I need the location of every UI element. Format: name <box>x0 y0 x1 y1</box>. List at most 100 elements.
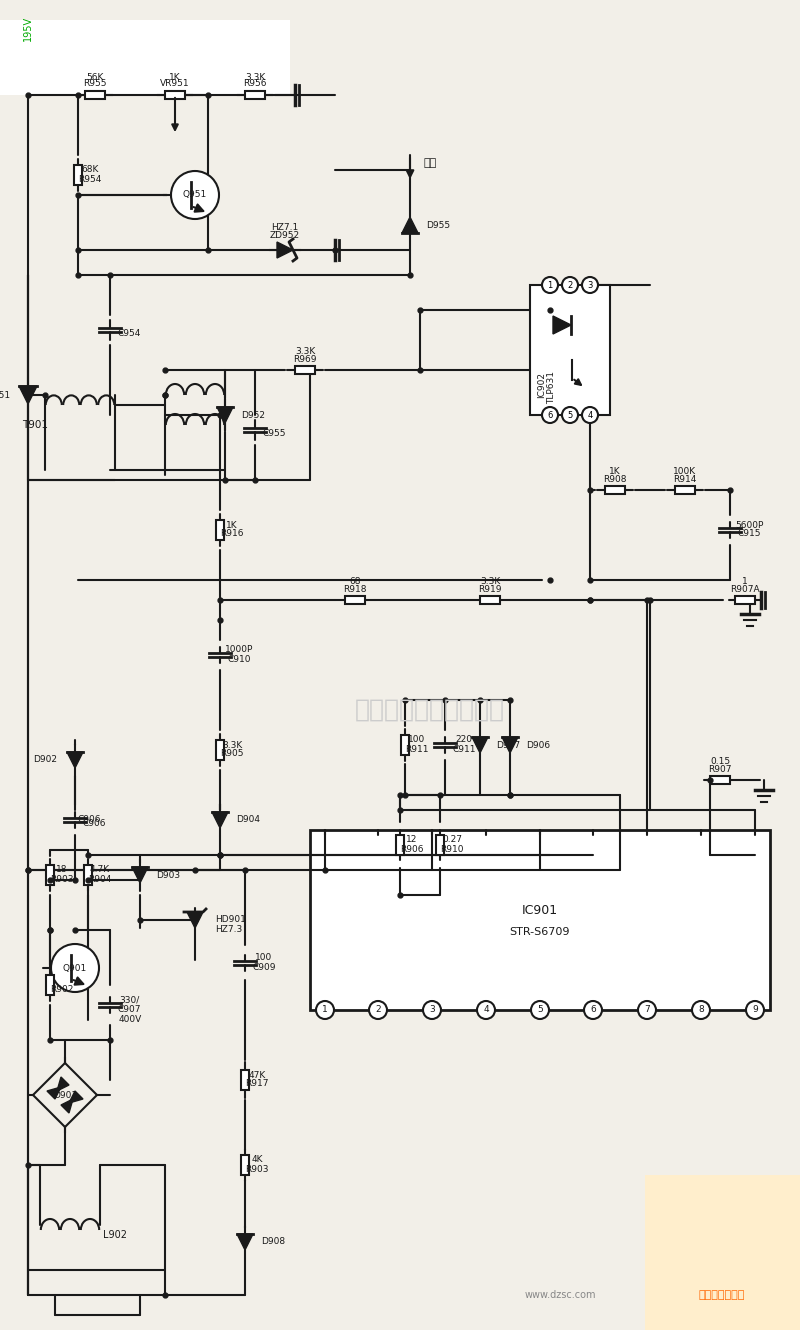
Text: 56K: 56K <box>86 73 104 81</box>
Text: 400V: 400V <box>118 1016 142 1024</box>
Circle shape <box>316 1001 334 1019</box>
Text: 杭州将睽科技有限公司: 杭州将睽科技有限公司 <box>355 698 505 722</box>
Text: R907A: R907A <box>730 584 760 593</box>
Text: 1000P: 1000P <box>225 645 253 654</box>
Bar <box>436 835 444 855</box>
Text: 2: 2 <box>567 281 573 290</box>
Text: 9: 9 <box>752 1005 758 1015</box>
Bar <box>310 830 770 1009</box>
Bar <box>675 485 695 493</box>
Polygon shape <box>61 1099 73 1113</box>
Text: C915: C915 <box>738 529 761 539</box>
Text: 0.15: 0.15 <box>710 758 730 766</box>
Text: R906: R906 <box>400 845 424 854</box>
Text: R902: R902 <box>50 984 74 994</box>
Polygon shape <box>69 1091 83 1103</box>
Bar <box>46 864 54 884</box>
Text: C955: C955 <box>262 430 286 439</box>
Text: R955: R955 <box>83 80 106 89</box>
Text: 5: 5 <box>537 1005 543 1015</box>
Circle shape <box>542 407 558 423</box>
Circle shape <box>638 1001 656 1019</box>
Bar <box>46 975 54 995</box>
Bar <box>401 735 409 755</box>
Text: D904: D904 <box>236 815 260 825</box>
Text: R907: R907 <box>708 765 732 774</box>
Bar <box>216 739 224 759</box>
Circle shape <box>542 277 558 293</box>
Text: R919: R919 <box>478 584 502 593</box>
Text: C909: C909 <box>252 963 276 971</box>
Text: D906: D906 <box>526 741 550 750</box>
Text: HZ7.1: HZ7.1 <box>271 223 298 233</box>
Text: 8: 8 <box>698 1005 704 1015</box>
Circle shape <box>171 172 219 219</box>
Bar <box>295 366 315 374</box>
Polygon shape <box>47 1087 61 1099</box>
Text: 68K: 68K <box>82 165 98 174</box>
Text: Q901: Q901 <box>63 963 87 972</box>
Text: 6: 6 <box>590 1005 596 1015</box>
Circle shape <box>582 407 598 423</box>
Text: 1K: 1K <box>609 468 621 476</box>
Bar <box>605 485 625 493</box>
Text: 100: 100 <box>408 735 426 745</box>
Text: C907: C907 <box>118 1004 141 1013</box>
Text: R908: R908 <box>603 475 626 484</box>
Text: 1K: 1K <box>226 520 238 529</box>
Text: 18: 18 <box>56 866 68 875</box>
Text: www.dzsc.com: www.dzsc.com <box>524 1290 596 1299</box>
Text: T901: T901 <box>22 420 48 430</box>
Text: C954: C954 <box>118 330 141 339</box>
Bar <box>645 1174 800 1330</box>
Polygon shape <box>212 813 228 829</box>
Polygon shape <box>402 217 418 233</box>
Bar <box>530 285 610 415</box>
Circle shape <box>562 407 578 423</box>
Text: Q951: Q951 <box>183 190 207 200</box>
Text: 待机: 待机 <box>423 158 437 168</box>
Polygon shape <box>19 386 37 404</box>
Bar <box>216 520 224 540</box>
Bar <box>0 20 290 94</box>
Text: D951: D951 <box>0 391 10 399</box>
Text: R910: R910 <box>440 845 464 854</box>
Bar <box>241 1071 249 1091</box>
Text: 3.3K: 3.3K <box>245 73 265 81</box>
Text: C910: C910 <box>227 654 250 664</box>
Circle shape <box>562 277 578 293</box>
Text: C906: C906 <box>78 815 101 825</box>
Text: 100: 100 <box>255 954 273 963</box>
Bar <box>241 1154 249 1174</box>
Circle shape <box>531 1001 549 1019</box>
Bar <box>345 596 365 604</box>
Text: 195V: 195V <box>23 16 33 40</box>
Text: 100K: 100K <box>674 468 697 476</box>
Polygon shape <box>187 912 203 928</box>
Text: 5: 5 <box>567 411 573 419</box>
Bar <box>710 775 730 783</box>
Text: R969: R969 <box>294 355 317 363</box>
Text: D955: D955 <box>426 221 450 230</box>
Text: 68: 68 <box>350 577 361 587</box>
Polygon shape <box>67 751 83 767</box>
Text: IC901: IC901 <box>522 903 558 916</box>
Polygon shape <box>57 1077 69 1091</box>
Text: TLP631: TLP631 <box>547 371 557 404</box>
Text: ZD952: ZD952 <box>270 231 300 241</box>
Bar <box>480 596 500 604</box>
Text: D907: D907 <box>496 741 520 750</box>
Circle shape <box>692 1001 710 1019</box>
Text: R956: R956 <box>243 80 266 89</box>
Text: R905: R905 <box>220 750 244 758</box>
Text: 4.7K: 4.7K <box>90 866 110 875</box>
Circle shape <box>477 1001 495 1019</box>
Polygon shape <box>472 737 488 753</box>
Circle shape <box>746 1001 764 1019</box>
Polygon shape <box>553 317 571 334</box>
Text: R904: R904 <box>88 875 112 883</box>
Bar <box>396 835 404 855</box>
Text: L902: L902 <box>103 1230 127 1240</box>
Polygon shape <box>217 407 233 423</box>
Text: D952: D952 <box>241 411 265 419</box>
